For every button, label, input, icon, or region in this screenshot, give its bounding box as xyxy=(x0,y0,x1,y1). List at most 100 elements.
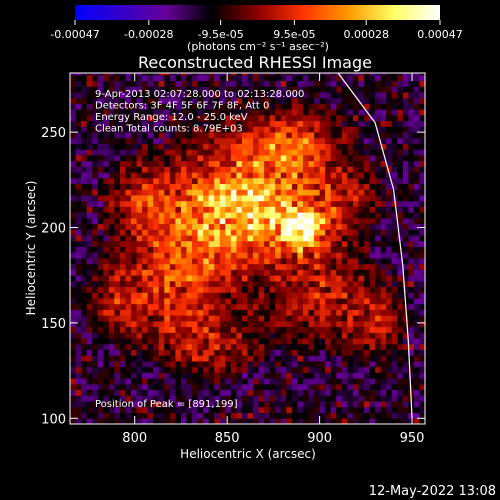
heatmap-cell xyxy=(291,315,298,322)
heatmap-cell xyxy=(86,303,93,310)
heatmap-cell xyxy=(147,406,154,413)
heatmap-cell xyxy=(330,86,337,93)
heatmap-cell xyxy=(380,217,387,225)
heatmap-cell xyxy=(264,97,271,104)
heatmap-cell xyxy=(175,206,182,213)
heatmap-cell xyxy=(103,280,110,288)
heatmap-cell xyxy=(136,73,143,76)
heatmap-cell xyxy=(336,378,343,385)
heatmap-cell xyxy=(297,97,304,104)
heatmap-cell xyxy=(325,200,332,207)
heatmap-cell xyxy=(131,372,137,379)
heatmap-cell xyxy=(413,355,420,362)
heatmap-cell xyxy=(402,126,409,133)
heatmap-cell xyxy=(386,418,393,424)
heatmap-cell xyxy=(236,275,243,282)
heatmap-cell xyxy=(347,126,354,133)
heatmap-cell xyxy=(208,315,215,322)
heatmap-cell xyxy=(97,74,104,82)
heatmap-cell xyxy=(253,73,259,76)
heatmap-cell xyxy=(192,240,198,247)
heatmap-cell xyxy=(97,235,104,242)
heatmap-cell xyxy=(108,200,115,207)
heatmap-cell xyxy=(336,217,343,225)
heatmap-cell xyxy=(408,200,415,207)
heatmap-cell xyxy=(280,166,287,173)
heatmap-cell xyxy=(103,246,110,253)
heatmap-cell xyxy=(164,103,171,110)
heatmap-cell xyxy=(158,258,165,265)
heatmap-cell xyxy=(75,200,82,207)
heatmap-cell xyxy=(236,378,243,385)
heatmap-cell xyxy=(413,372,420,379)
heatmap-cell xyxy=(186,120,193,127)
heatmap-cell xyxy=(397,258,404,265)
heatmap-cell xyxy=(375,206,382,213)
heatmap-cell xyxy=(397,292,404,299)
heatmap-cell xyxy=(136,292,143,299)
heatmap-cell xyxy=(397,73,404,76)
heatmap-cell xyxy=(70,383,76,391)
heatmap-cell xyxy=(352,74,359,82)
heatmap-cell xyxy=(192,103,198,110)
heatmap-cell xyxy=(136,126,143,133)
heatmap-cell xyxy=(397,223,404,230)
heatmap-cell xyxy=(291,74,298,82)
heatmap-cell xyxy=(219,235,226,242)
heatmap-cell xyxy=(319,195,326,202)
heatmap-cell xyxy=(108,315,115,322)
heatmap-cell xyxy=(341,155,348,162)
heatmap-cell xyxy=(230,86,237,93)
heatmap-cell xyxy=(92,132,99,139)
heatmap-cell xyxy=(97,338,104,345)
heatmap-cell xyxy=(131,183,137,190)
heatmap-cell xyxy=(341,166,348,173)
heatmap-cell xyxy=(352,286,359,293)
heatmap-cell xyxy=(153,269,160,276)
heatmap-cell xyxy=(363,383,370,391)
heatmap-cell xyxy=(186,383,193,391)
heatmap-cell xyxy=(286,389,293,396)
heatmap-cell xyxy=(208,103,215,110)
heatmap-cell xyxy=(225,406,232,413)
heatmap-cell xyxy=(169,137,176,144)
heatmap-cell xyxy=(408,74,415,82)
heatmap-cell xyxy=(125,320,132,328)
heatmap-cell xyxy=(308,235,315,242)
heatmap-cell xyxy=(402,229,409,236)
heatmap-cell xyxy=(330,389,337,396)
heatmap-cell xyxy=(347,412,354,419)
heatmap-cell xyxy=(330,200,337,207)
info-line: Clean Total counts: 8.79E+03 xyxy=(95,124,243,135)
heatmap-cell xyxy=(92,120,99,127)
heatmap-cell xyxy=(291,401,298,408)
heatmap-cell xyxy=(325,366,332,373)
heatmap-cell xyxy=(225,315,232,322)
heatmap-cell xyxy=(247,378,254,385)
heatmap-cell xyxy=(269,406,276,413)
heatmap-cell xyxy=(286,160,293,167)
heatmap-cell xyxy=(214,114,221,122)
heatmap-cell xyxy=(241,177,248,185)
heatmap-cell xyxy=(97,149,104,156)
heatmap-cell xyxy=(219,80,226,87)
heatmap-cell xyxy=(158,286,165,293)
heatmap-cell xyxy=(164,269,171,276)
heatmap-cell xyxy=(308,73,315,76)
heatmap-cell xyxy=(108,332,115,339)
heatmap-cell xyxy=(325,177,332,185)
heatmap-cell xyxy=(136,361,143,368)
heatmap-cell xyxy=(70,206,76,213)
heatmap-cell xyxy=(380,372,387,379)
heatmap-cell xyxy=(247,401,254,408)
heatmap-cell xyxy=(253,223,259,230)
heatmap-cell xyxy=(297,126,304,133)
heatmap-cell xyxy=(70,73,76,76)
heatmap-cell xyxy=(230,303,237,310)
heatmap-cell xyxy=(319,223,326,230)
heatmap-cell xyxy=(186,326,193,333)
heatmap-cell xyxy=(280,418,287,424)
heatmap-cell xyxy=(192,97,198,104)
heatmap-cell xyxy=(241,406,248,413)
heatmap-cell xyxy=(258,103,265,110)
